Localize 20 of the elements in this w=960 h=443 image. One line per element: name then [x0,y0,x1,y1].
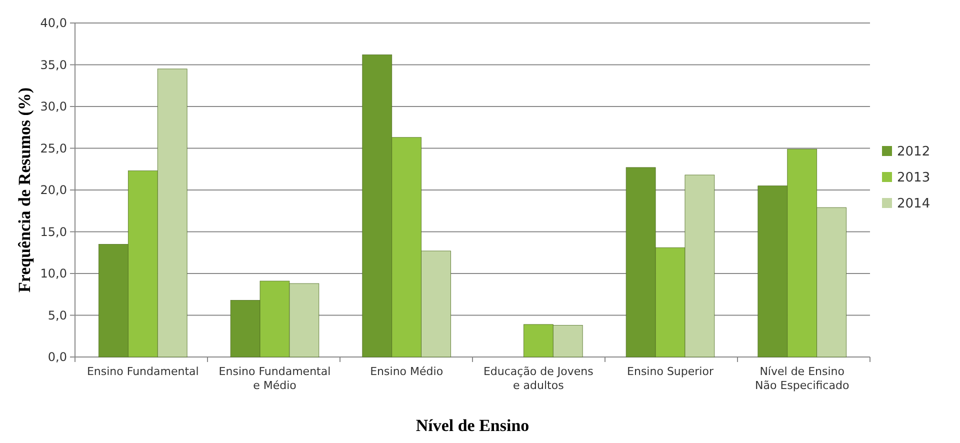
x-tick-label: Ensino Superior [627,365,714,378]
legend-label: 2014 [897,196,930,212]
y-tick-label: 30,0 [40,100,67,114]
x-tick-label: Nível de Ensino Não Especificado [755,365,850,392]
x-tick-label: Educação de Jovens e adultos [483,365,594,392]
x-tick-label: Ensino Médio [370,365,444,378]
legend-label: 2012 [897,144,930,160]
y-axis-title: Frequência de Resumos (%) [15,87,34,293]
legend-label: 2013 [897,170,930,186]
y-tick-label: 15,0 [40,224,67,239]
y-tick-label: 35,0 [40,58,67,72]
x-axis-title: Nível de Ensino [416,416,530,435]
y-tick-label: 20,0 [40,183,67,198]
x-tick-label: Ensino Fundamental e Médio [218,365,331,392]
y-tick-label: 25,0 [40,141,67,156]
y-tick-label: 0,0 [48,350,67,364]
y-tick-label: 5,0 [48,308,67,322]
y-tick-label: 40,0 [40,16,67,30]
y-tick-label: 10,0 [40,266,67,281]
x-tick-label: Ensino Fundamental [86,365,199,378]
